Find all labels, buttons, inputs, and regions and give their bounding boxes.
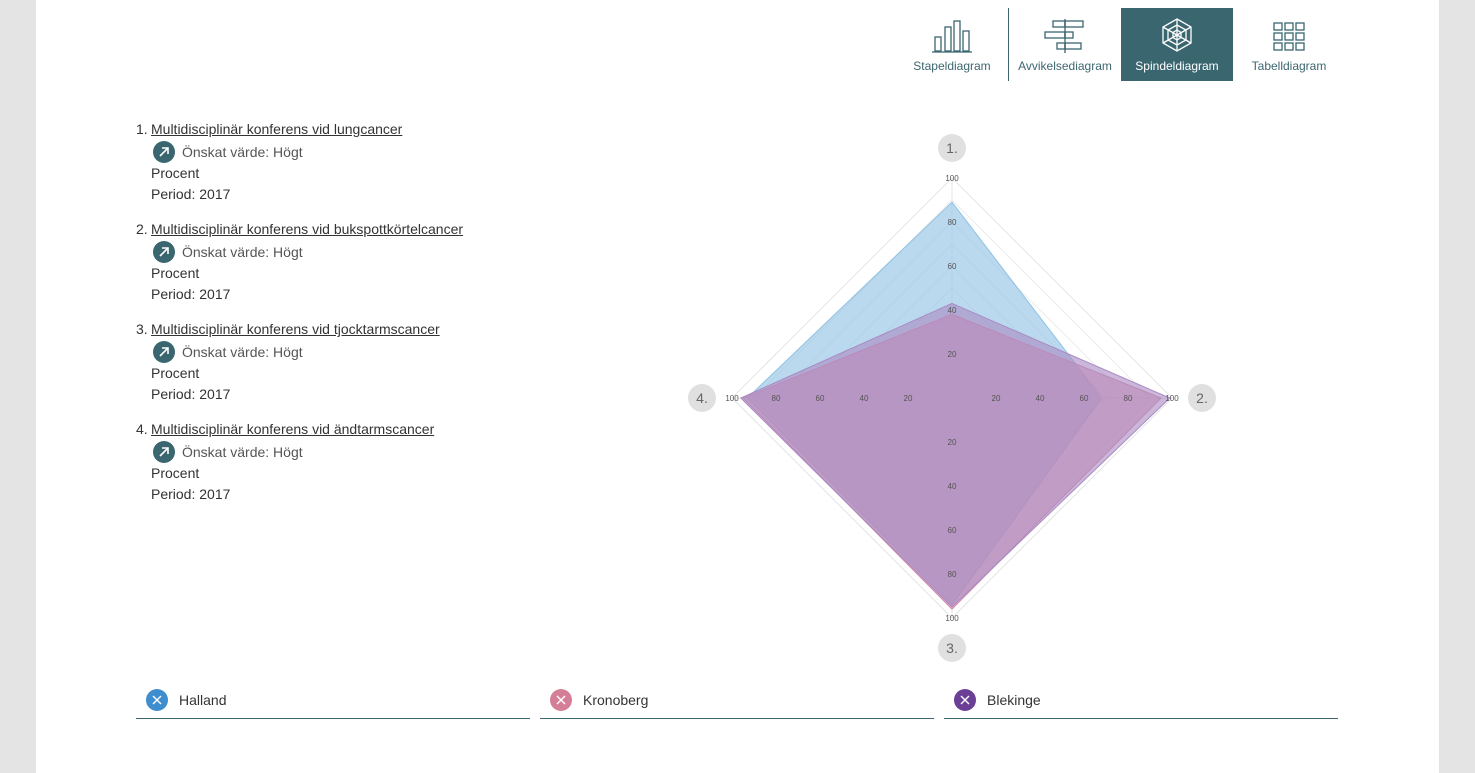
indicator-period: Period: 2017: [151, 486, 231, 502]
tick-label: 80: [772, 394, 781, 403]
legend-label: Kronoberg: [583, 691, 649, 708]
arrow-up-right-icon: [153, 441, 175, 463]
axis-label: 4.: [696, 390, 708, 406]
indicator-unit: Procent: [151, 365, 200, 381]
indicator-link[interactable]: Multidisciplinär konferens vid tjocktarm…: [151, 321, 440, 337]
tick-label: 100: [1165, 394, 1179, 403]
indicator-period: Period: 2017: [151, 386, 231, 402]
spider-chart-icon: [1162, 18, 1192, 52]
arrow-up-right-icon: [153, 141, 175, 163]
tick-label: 20: [948, 438, 957, 447]
tick-label: 20: [992, 394, 1001, 403]
desired-label: Önskat värde:: [182, 344, 270, 360]
tick-label: 60: [816, 394, 825, 403]
desired-label: Önskat värde:: [182, 444, 270, 460]
indicator-number: 4.: [136, 421, 148, 437]
series-area-blekinge: [739, 302, 1171, 608]
toolbar-divider: [1008, 8, 1009, 81]
axis-label: 2.: [1196, 390, 1208, 406]
close-icon[interactable]: [954, 688, 976, 711]
tab-label: Tabelldiagram: [1251, 59, 1327, 73]
tick-label: 80: [1124, 394, 1133, 403]
axis-label: 3.: [946, 640, 958, 656]
indicator-period: Period: 2017: [151, 286, 231, 302]
desired-value: Högt: [273, 144, 303, 160]
chart-type-toolbar: Stapeldiagram Avvikelsediagram Spindeldi…: [896, 8, 1345, 81]
tab-label: Spindeldiagram: [1135, 59, 1219, 73]
close-icon[interactable]: [550, 688, 572, 711]
tab-label: Avvikelsediagram: [1018, 59, 1112, 73]
tick-label: 100: [725, 394, 739, 403]
legend-label: Halland: [179, 691, 227, 708]
axis-label-badge: [688, 384, 716, 412]
axis-label-badge: [1188, 384, 1216, 412]
tick-label: 80: [948, 218, 957, 227]
axis-label: 1.: [946, 140, 958, 156]
tab-avvikelsediagram[interactable]: Avvikelsediagram: [1009, 8, 1121, 81]
table-chart-icon: [1273, 22, 1305, 51]
legend-item-blekinge[interactable]: Blekinge: [944, 681, 1338, 719]
indicator-link[interactable]: Multidisciplinär konferens vid bukspottk…: [151, 221, 464, 237]
indicator-number: 2.: [136, 221, 148, 237]
bar-chart-icon: [932, 20, 972, 53]
tick-label: 60: [948, 262, 957, 271]
tab-tabelldiagram[interactable]: Tabelldiagram: [1233, 8, 1345, 81]
indicator-number: 1.: [136, 121, 148, 137]
axis-label-badge: [938, 634, 966, 662]
tick-label: 40: [860, 394, 869, 403]
indicator-number: 3.: [136, 321, 148, 337]
desired-value: Högt: [273, 444, 303, 460]
page: Stapeldiagram Avvikelsediagram Spindeldi…: [36, 0, 1439, 773]
tick-label: 60: [948, 526, 957, 535]
indicator-item: 1. Multidisciplinär konferens vid lungcan…: [136, 119, 556, 205]
indicator-unit: Procent: [151, 265, 200, 281]
indicator-link[interactable]: Multidisciplinär konferens vid ändtarmsc…: [151, 421, 435, 437]
tick-label: 40: [948, 482, 957, 491]
desired-value: Högt: [273, 344, 303, 360]
tick-label: 80: [948, 570, 957, 579]
indicator-item: 2. Multidisciplinär konferens vid bukspot…: [136, 219, 556, 305]
tick-label: 100: [945, 174, 959, 183]
desired-label: Önskat värde:: [182, 244, 270, 260]
arrow-up-right-icon: [153, 241, 175, 263]
axis-label-badge: [938, 134, 966, 162]
deviation-chart-icon: [1044, 19, 1084, 53]
tick-label: 20: [904, 394, 913, 403]
tab-stapeldiagram[interactable]: Stapeldiagram: [896, 8, 1008, 81]
legend-item-halland[interactable]: Halland: [136, 681, 530, 719]
indicator-unit: Procent: [151, 465, 200, 481]
tab-label: Stapeldiagram: [913, 59, 991, 73]
indicator-item: 3. Multidisciplinär konferens vid tjockta…: [136, 319, 556, 405]
legend-item-kronoberg[interactable]: Kronoberg: [540, 681, 934, 719]
indicator-list: 1. Multidisciplinär konferens vid lungcan…: [136, 119, 556, 519]
desired-value: Högt: [273, 244, 303, 260]
desired-label: Önskat värde:: [182, 144, 270, 160]
tick-label: 100: [945, 614, 959, 623]
indicator-unit: Procent: [151, 165, 200, 181]
tab-spindeldiagram[interactable]: Spindeldiagram: [1121, 8, 1233, 81]
indicator-link[interactable]: Multidisciplinär konferens vid lungcance…: [151, 121, 403, 137]
tick-label: 40: [948, 306, 957, 315]
tick-label: 40: [1036, 394, 1045, 403]
legend: Halland Kronoberg Blekinge: [136, 681, 1348, 719]
tick-label: 20: [948, 350, 957, 359]
indicator-item: 4. Multidisciplinär konferens vid ändtarm…: [136, 419, 556, 505]
legend-label: Blekinge: [987, 691, 1041, 708]
spider-chart: 20 20 20 20 40 40 40 40 60 60 60 60 80 80 80 80 100 100 10…: [688, 134, 1216, 662]
indicator-period: Period: 2017: [151, 186, 231, 202]
tick-label: 60: [1080, 394, 1089, 403]
close-icon[interactable]: [146, 688, 168, 711]
arrow-up-right-icon: [153, 341, 175, 363]
